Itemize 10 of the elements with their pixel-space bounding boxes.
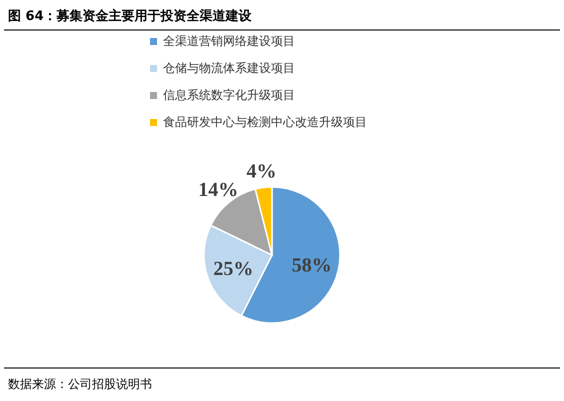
source-note: 数据来源：公司招股说明书	[8, 377, 152, 391]
chart-title: 图 64：募集资金主要用于投资全渠道建设	[8, 8, 253, 24]
data-label: 14%	[198, 179, 238, 202]
data-label: 58%	[292, 254, 332, 276]
data-label: 25%	[213, 258, 254, 280]
data-label: 4%	[246, 160, 276, 183]
legend-label: 食品研发中心与检测中心改造升级项目	[163, 115, 367, 129]
legend-label: 全渠道营销网络建设项目	[163, 34, 295, 48]
legend-label: 仓储与物流体系建设项目	[163, 61, 295, 75]
legend-label: 信息系统数字化升级项目	[163, 88, 295, 102]
